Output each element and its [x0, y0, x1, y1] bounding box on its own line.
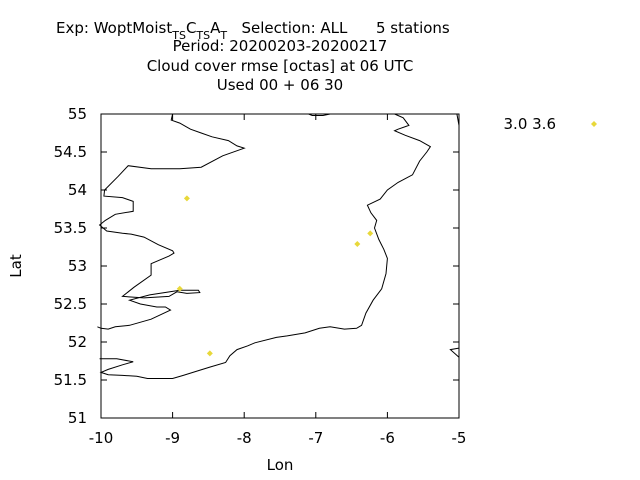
- station-point: [206, 350, 213, 357]
- chart-title-metric: Cloud cover rmse [octas] at 06 UTC: [147, 57, 414, 75]
- x-tick-label: -6: [380, 429, 395, 447]
- x-axis: -10 -9 -8 -7 -6 -5: [89, 114, 467, 447]
- title-exp-part: S: [179, 29, 186, 42]
- coastline-segment: [308, 113, 331, 116]
- y-tick-label: 51: [68, 409, 87, 427]
- y-tick-label: 52: [68, 333, 87, 351]
- title-exp-part: T: [219, 29, 227, 42]
- plot-border: [100, 113, 460, 419]
- title-exp-part: S: [203, 29, 210, 42]
- chart-title-period: Period: 20200203-20200217: [173, 37, 388, 55]
- coastline-segment: [97, 113, 246, 330]
- x-axis-label: Lon: [267, 456, 294, 474]
- y-tick-label: 54: [68, 181, 87, 199]
- y-tick-label: 53: [68, 257, 87, 275]
- legend-label: 3.0 3.6: [504, 115, 556, 133]
- x-tick-label: -10: [89, 429, 114, 447]
- station-point: [354, 240, 361, 247]
- chart-title: Exp: WoptMoistTSCTSAT Selection: ALL 5 s…: [56, 19, 450, 94]
- title-exp-part: A: [210, 19, 221, 37]
- title-exp-part: T: [171, 29, 179, 42]
- legend-marker: [591, 121, 597, 127]
- x-tick-label: -7: [308, 429, 323, 447]
- station-point: [176, 285, 183, 292]
- coastline-segment: [449, 347, 460, 358]
- x-tick-label: -8: [237, 429, 252, 447]
- title-exp-prefix: Exp: WoptMoist: [56, 19, 172, 37]
- station-point: [183, 195, 190, 202]
- y-tick-label: 54.5: [54, 143, 87, 161]
- y-axis: 51 51.5 52 52.5 53 53.5 54 54.5 55: [54, 105, 459, 427]
- data-points: [176, 195, 374, 357]
- title-exp-part: T: [195, 29, 203, 42]
- plot-frame: [100, 113, 460, 419]
- y-tick-label: 51.5: [54, 371, 87, 389]
- legend: 3.0 3.6: [504, 115, 597, 133]
- coastline-segment: [99, 113, 432, 379]
- x-tick-label: -9: [165, 429, 180, 447]
- y-tick-label: 52.5: [54, 295, 87, 313]
- x-tick-label: -5: [452, 429, 467, 447]
- station-point: [367, 230, 374, 237]
- y-tick-label: 53.5: [54, 219, 87, 237]
- y-tick-label: 55: [68, 105, 87, 123]
- coastline: [97, 113, 460, 379]
- title-selection: Selection: ALL: [227, 19, 348, 37]
- title-stations: 5 stations: [347, 19, 450, 37]
- y-axis-label: Lat: [7, 254, 25, 278]
- title-exp-part: C: [186, 19, 196, 37]
- chart-title-line1: Exp: WoptMoistTSCTSAT Selection: ALL 5 s…: [56, 19, 450, 42]
- chart-title-used: Used 00 + 06 30: [217, 76, 343, 94]
